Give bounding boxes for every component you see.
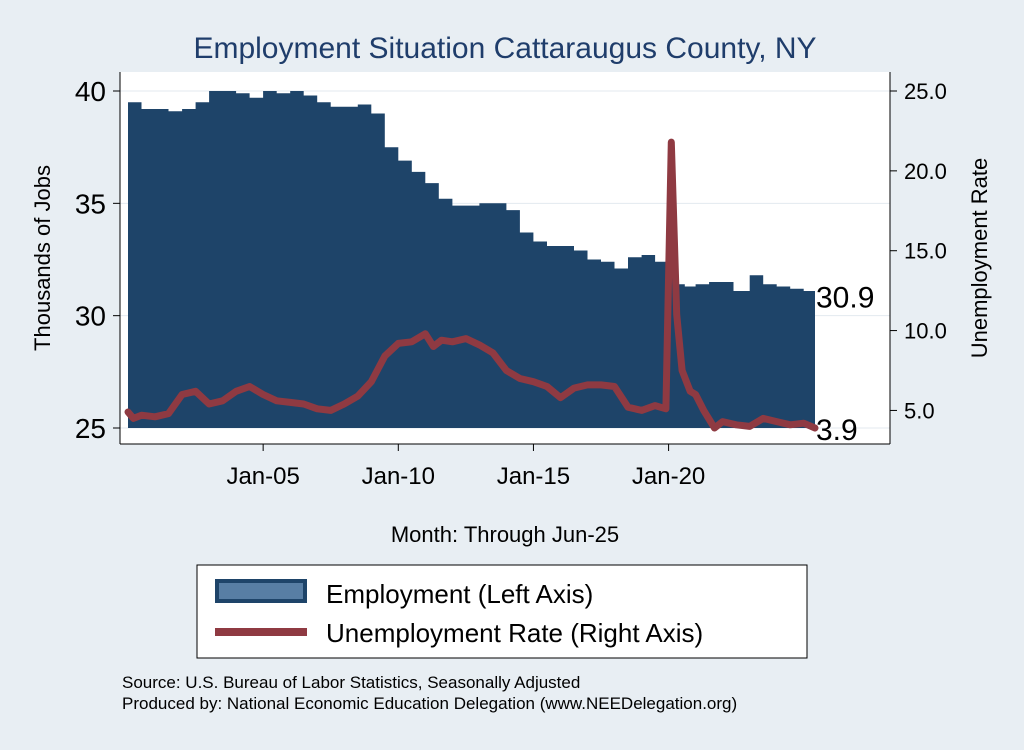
x-tick-label-0: Jan-05 (226, 463, 299, 490)
unemployment-line (124, 138, 819, 432)
legend-employment-swatch-inner (219, 583, 303, 599)
left-axis-ticks: 25 30 35 40 (75, 76, 120, 444)
legend-unemployment-label: Unemployment Rate (Right Axis) (326, 618, 703, 648)
right-tick-label-2: 15.0 (904, 239, 947, 264)
y-axis-left-label: Thousands of Jobs (30, 165, 55, 351)
legend-employment-label: Employment (Left Axis) (326, 579, 593, 609)
employment-end-label: 30.9 (816, 281, 874, 314)
produced-by-note: Produced by: National Economic Education… (122, 694, 737, 713)
right-tick-label-4: 25.0 (904, 79, 947, 104)
legend: Employment (Left Axis) Unemployment Rate… (196, 564, 808, 659)
right-tick-label-3: 20.0 (904, 159, 947, 184)
right-tick-label-0: 5.0 (904, 398, 935, 423)
left-tick-label-0: 25 (75, 413, 106, 444)
x-axis-ticks: Jan-05 Jan-10 Jan-15 Jan-20 (226, 444, 705, 490)
left-tick-label-2: 35 (75, 188, 106, 219)
x-tick-label-2: Jan-15 (497, 463, 570, 490)
y-axis-right-label: Unemployment Rate (967, 158, 992, 359)
x-tick-label-3: Jan-20 (632, 463, 705, 490)
right-tick-label-1: 10.0 (904, 319, 947, 344)
chart-title: Employment Situation Cattaraugus County,… (193, 32, 816, 65)
left-tick-label-1: 30 (75, 301, 106, 332)
unemployment-end-label: 3.9 (816, 414, 858, 447)
source-note: Source: U.S. Bureau of Labor Statistics,… (122, 673, 580, 692)
x-axis-label: Month: Through Jun-25 (391, 522, 619, 547)
x-tick-label-1: Jan-10 (362, 463, 435, 490)
left-tick-label-3: 40 (75, 76, 106, 107)
right-axis-ticks: 5.0 10.0 15.0 20.0 25.0 (890, 79, 947, 423)
employment-area (128, 91, 815, 428)
